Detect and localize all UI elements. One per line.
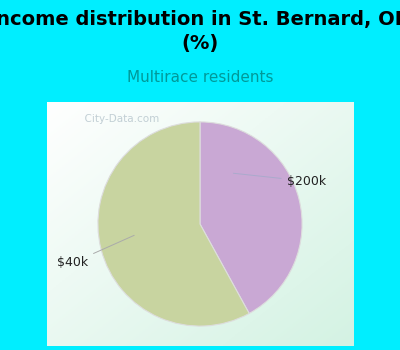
Text: $40k: $40k [57,235,134,269]
Wedge shape [200,122,302,314]
Text: City-Data.com: City-Data.com [78,114,159,124]
Text: Multirace residents: Multirace residents [127,70,273,85]
Text: $200k: $200k [233,173,326,188]
Wedge shape [98,122,249,326]
Text: Income distribution in St. Bernard, OH
(%): Income distribution in St. Bernard, OH (… [0,10,400,53]
